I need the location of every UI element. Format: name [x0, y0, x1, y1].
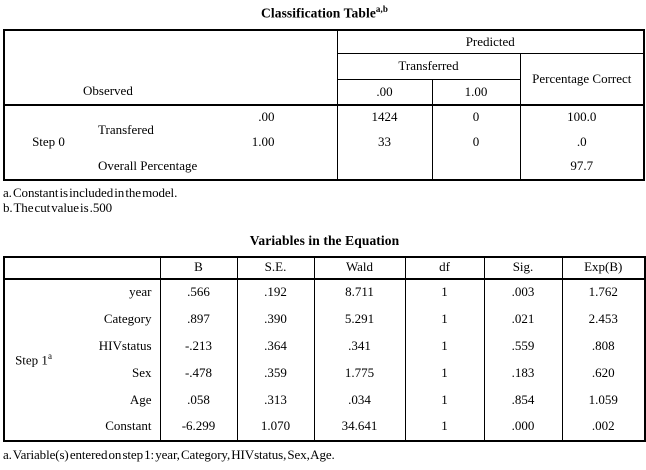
cell-age-b: .058: [159, 386, 237, 414]
observed-header: Observed: [4, 79, 337, 106]
transferred-header: Transferred: [336, 53, 520, 80]
classification-header-row-predicted: Predicted: [4, 29, 645, 54]
cell-constant-sig: .000: [483, 413, 562, 441]
cell-overall-pred100-empty: [431, 154, 520, 180]
step0-label: Step 0: [32, 133, 65, 149]
cell-observed00-pred100: 0: [431, 104, 520, 130]
classification-table-footnotes: a. Constant is included in the model. b.…: [3, 185, 646, 215]
classification-table: Predicted Transferred Percentage Correct…: [3, 28, 646, 181]
cell-year-se: .192: [236, 278, 314, 306]
cell-sex-sig: .183: [483, 359, 562, 387]
cell-observed00-pct: 100.0: [519, 104, 645, 130]
cell-year-sig: .003: [483, 278, 562, 306]
step1-label: Step 1a: [4, 279, 62, 441]
row-label-age: Age: [129, 391, 152, 407]
cell-observed100-pred100: 0: [431, 129, 520, 155]
row-category-00: .00: [258, 109, 275, 125]
cell-constant-expb: .002: [561, 413, 645, 441]
row-label-category: Category: [103, 310, 152, 326]
cell-age-se: .313: [236, 386, 314, 414]
classification-stub-spacer: [4, 54, 337, 80]
cell-age-wald: .034: [313, 386, 405, 414]
cell-category-se: .390: [236, 305, 314, 333]
cell-category-b: .897: [159, 305, 237, 333]
cell-year-df: 1: [404, 278, 484, 306]
cell-hivstatus-wald: .341: [313, 332, 405, 360]
predicted-header: Predicted: [336, 29, 645, 54]
cell-constant-wald: 34.641: [313, 413, 405, 441]
cell-age-expb: 1.059: [561, 386, 645, 414]
cell-year-b: .566: [159, 278, 237, 306]
col-header-se: S.E.: [236, 256, 314, 280]
table-row: HIVstatus -.213 .364 .341 1 .559 .808: [4, 332, 645, 360]
cell-category-expb: 2.453: [561, 305, 645, 333]
row-label-sex: Sex: [132, 364, 152, 380]
cell-hivstatus-df: 1: [404, 332, 484, 360]
cell-category-df: 1: [404, 305, 484, 333]
cell-sex-df: 1: [404, 359, 484, 387]
table-row: Category .897 .390 5.291 1 .021 2.453: [4, 305, 645, 333]
variables-stub-spacer: [4, 256, 160, 280]
transfered-row-label: Transfered: [98, 121, 154, 137]
classification-table-title-superscript: a,b: [375, 4, 388, 14]
cell-sex-b: -.478: [159, 359, 237, 387]
table-row: Sex -.478 .359 1.775 1 .183 .620: [4, 359, 645, 387]
cell-sex-wald: 1.775: [313, 359, 405, 387]
cell-year-wald: 8.711: [313, 278, 405, 306]
classification-header-row-categories: Observed .00 1.00: [4, 79, 644, 106]
classification-header-row-transferred: Transferred Percentage Correct: [4, 53, 645, 106]
step1-label-text: Step 1: [15, 352, 48, 368]
cell-category-wald: 5.291: [313, 305, 405, 333]
cell-hivstatus-b: -.213: [159, 332, 237, 360]
table-row: Overall Percentage 97.7: [4, 154, 645, 180]
cell-constant-df: 1: [404, 413, 484, 441]
variables-table-title: Variables in the Equation: [249, 232, 400, 248]
cell-year-expb: 1.762: [561, 278, 645, 306]
percentage-correct-header: Percentage Correct: [519, 53, 645, 106]
row-category-100: 1.00: [251, 133, 275, 149]
footnote-a: a. Constant is included in the model.: [3, 184, 178, 200]
variables-header-row: B S.E. Wald df Sig. Exp(B): [4, 256, 645, 280]
col-header-df: df: [404, 256, 484, 280]
cell-category-sig: .021: [483, 305, 562, 333]
predicted-col-100-header: 1.00: [431, 79, 520, 106]
table-row: Step 0 Transfered .00 1424 0 100.0: [4, 104, 645, 148]
cell-observed100-pred00: 33: [336, 129, 432, 155]
cell-constant-se: 1.070: [236, 413, 314, 441]
col-header-wald: Wald: [313, 256, 405, 280]
cell-hivstatus-se: .364: [236, 332, 314, 360]
cell-sex-expb: .620: [561, 359, 645, 387]
cell-constant-b: -6.299: [159, 413, 237, 441]
footnote-b: b. The cut value is .500: [3, 199, 113, 215]
step1-superscript: a: [47, 350, 52, 361]
cell-observed100-pct: .0: [519, 129, 645, 155]
classification-stub-spacer: [4, 30, 337, 54]
col-header-expb: Exp(B): [561, 256, 645, 280]
cell-hivstatus-sig: .559: [483, 332, 562, 360]
row-label-constant: Constant: [105, 418, 152, 434]
table-row: Step 1a year .566 .192 8.711 1 .003 1.76…: [4, 278, 645, 367]
cell-sex-se: .359: [236, 359, 314, 387]
row-label-hivstatus: HIVstatus: [98, 337, 152, 353]
col-header-b: B: [159, 256, 237, 280]
overall-percentage-label: Overall Percentage: [98, 158, 198, 174]
table-row: Age .058 .313 .034 1 .854 1.059: [4, 386, 645, 414]
predicted-col-00-header: .00: [336, 79, 432, 106]
cell-overall-pct: 97.7: [519, 154, 645, 180]
cell-age-df: 1: [404, 386, 484, 414]
row-label-year: year: [129, 284, 152, 300]
table-row: 1.00 33 0 .0: [4, 129, 645, 155]
cell-age-sig: .854: [483, 386, 562, 414]
col-header-sig: Sig.: [483, 256, 562, 280]
variables-in-equation-table: B S.E. Wald df Sig. Exp(B) Step 1a year …: [3, 255, 646, 442]
cell-hivstatus-expb: .808: [561, 332, 645, 360]
classification-table-title: Classification Tablea,b: [3, 0, 646, 22]
cell-overall-pred00-empty: [336, 154, 432, 180]
variables-table-footnote: a. Variable(s) entered on step 1: year, …: [3, 446, 335, 462]
cell-observed00-pred00: 1424: [336, 104, 432, 130]
classification-table-title-text: Classification Table: [261, 5, 376, 21]
table-row: Constant -6.299 1.070 34.641 1 .000 .002: [4, 413, 645, 441]
